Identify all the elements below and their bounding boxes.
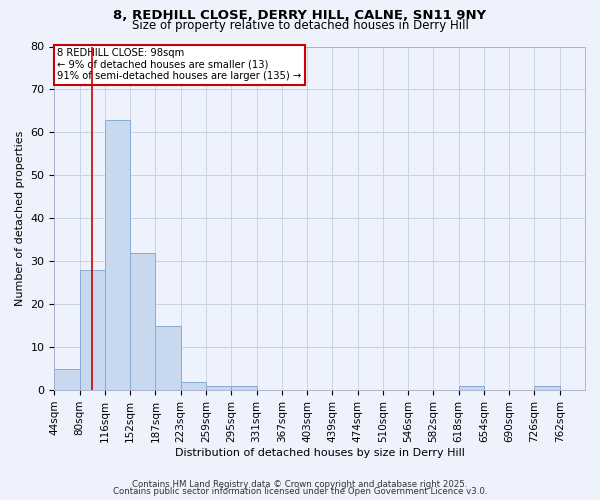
Y-axis label: Number of detached properties: Number of detached properties [15, 130, 25, 306]
Bar [55, 368, 80, 390]
Bar [130, 252, 155, 390]
Bar [458, 386, 484, 390]
X-axis label: Distribution of detached houses by size in Derry Hill: Distribution of detached houses by size … [175, 448, 464, 458]
Text: 8, REDHILL CLOSE, DERRY HILL, CALNE, SN11 9NY: 8, REDHILL CLOSE, DERRY HILL, CALNE, SN1… [113, 9, 487, 22]
Bar [231, 386, 257, 390]
Bar [535, 386, 560, 390]
Text: Size of property relative to detached houses in Derry Hill: Size of property relative to detached ho… [131, 18, 469, 32]
Bar [181, 382, 206, 390]
Text: Contains HM Land Registry data © Crown copyright and database right 2025.: Contains HM Land Registry data © Crown c… [132, 480, 468, 489]
Bar [155, 326, 181, 390]
Text: 8 REDHILL CLOSE: 98sqm
← 9% of detached houses are smaller (13)
91% of semi-deta: 8 REDHILL CLOSE: 98sqm ← 9% of detached … [57, 48, 301, 82]
Bar [206, 386, 231, 390]
Bar [80, 270, 105, 390]
Text: Contains public sector information licensed under the Open Government Licence v3: Contains public sector information licen… [113, 487, 487, 496]
Bar [105, 120, 130, 390]
